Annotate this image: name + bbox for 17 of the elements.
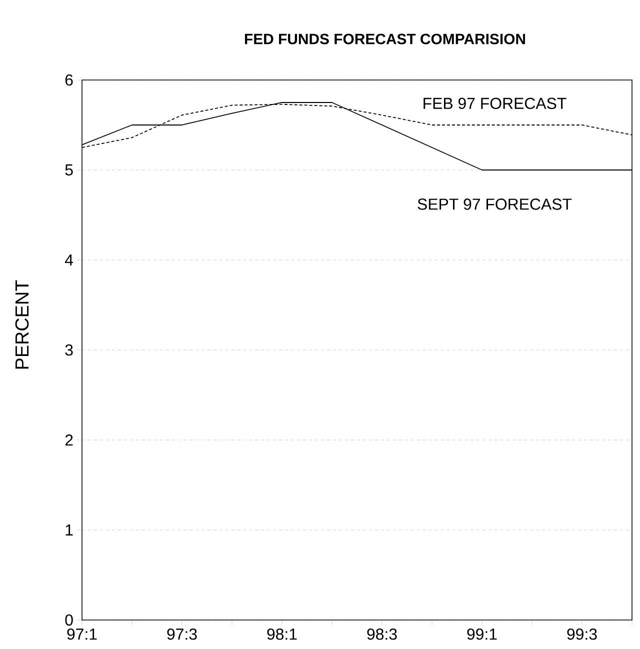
y-axis-title: PERCENT [15, 280, 29, 369]
x-tick-label: 98:1 [267, 628, 297, 640]
y-tick-label: 0 [65, 614, 73, 626]
chart-title: FED FUNDS FORECAST COMPARISION [244, 34, 525, 44]
x-tick-label: 99:1 [467, 628, 497, 640]
y-tick-label: 4 [64, 254, 74, 266]
series-label: SEPT 97 FORECAST [418, 198, 572, 210]
y-tick-label: 1 [66, 524, 73, 536]
y-tick-label: 6 [65, 74, 73, 86]
x-tick-label: 97:3 [167, 628, 197, 640]
y-tick-label: 2 [65, 434, 73, 446]
x-tick-label: 99:3 [567, 628, 597, 640]
series-label: FEB 97 FORECAST [424, 98, 566, 110]
x-tick-label: 97:1 [67, 628, 97, 640]
y-tick-label: 3 [65, 344, 73, 356]
y-tick-label: 5 [65, 164, 73, 176]
x-tick-label: 98:3 [367, 628, 397, 640]
